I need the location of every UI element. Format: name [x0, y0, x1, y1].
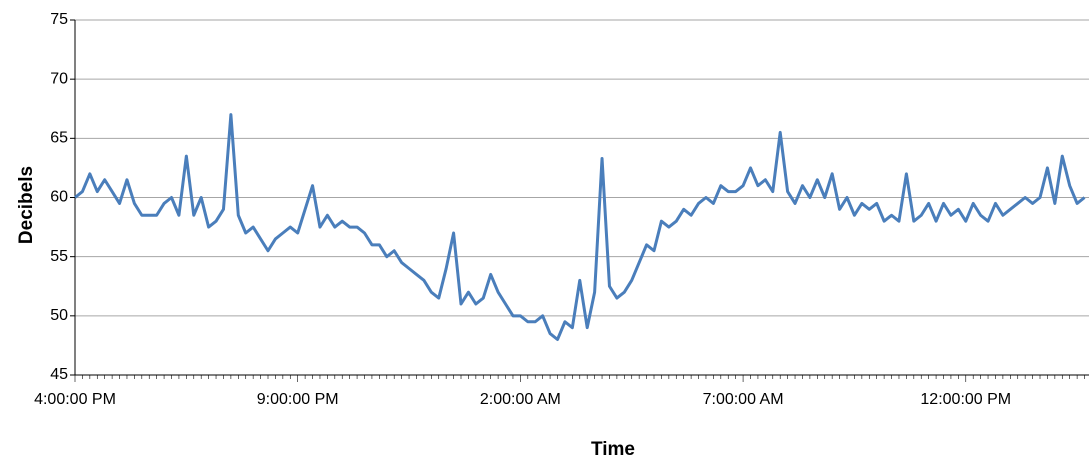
x-tick-label: 2:00:00 AM — [480, 391, 561, 408]
y-tick-label: 75 — [50, 11, 68, 28]
y-tick-label: 70 — [50, 70, 68, 87]
y-tick-label: 45 — [50, 366, 68, 383]
x-tick-label: 12:00:00 PM — [920, 391, 1011, 408]
x-tick-label: 4:00:00 PM — [34, 391, 116, 408]
y-tick-label: 55 — [50, 248, 68, 265]
y-tick-label: 65 — [50, 130, 68, 147]
x-tick-label: 7:00:00 AM — [703, 391, 784, 408]
y-tick-label: 50 — [50, 307, 68, 324]
y-tick-label: 60 — [50, 189, 68, 206]
x-axis-label: Time — [591, 439, 635, 460]
data-line — [74, 113, 1086, 341]
y-axis-label: Decibels — [16, 166, 37, 244]
x-tick-label: 9:00:00 PM — [257, 391, 339, 408]
